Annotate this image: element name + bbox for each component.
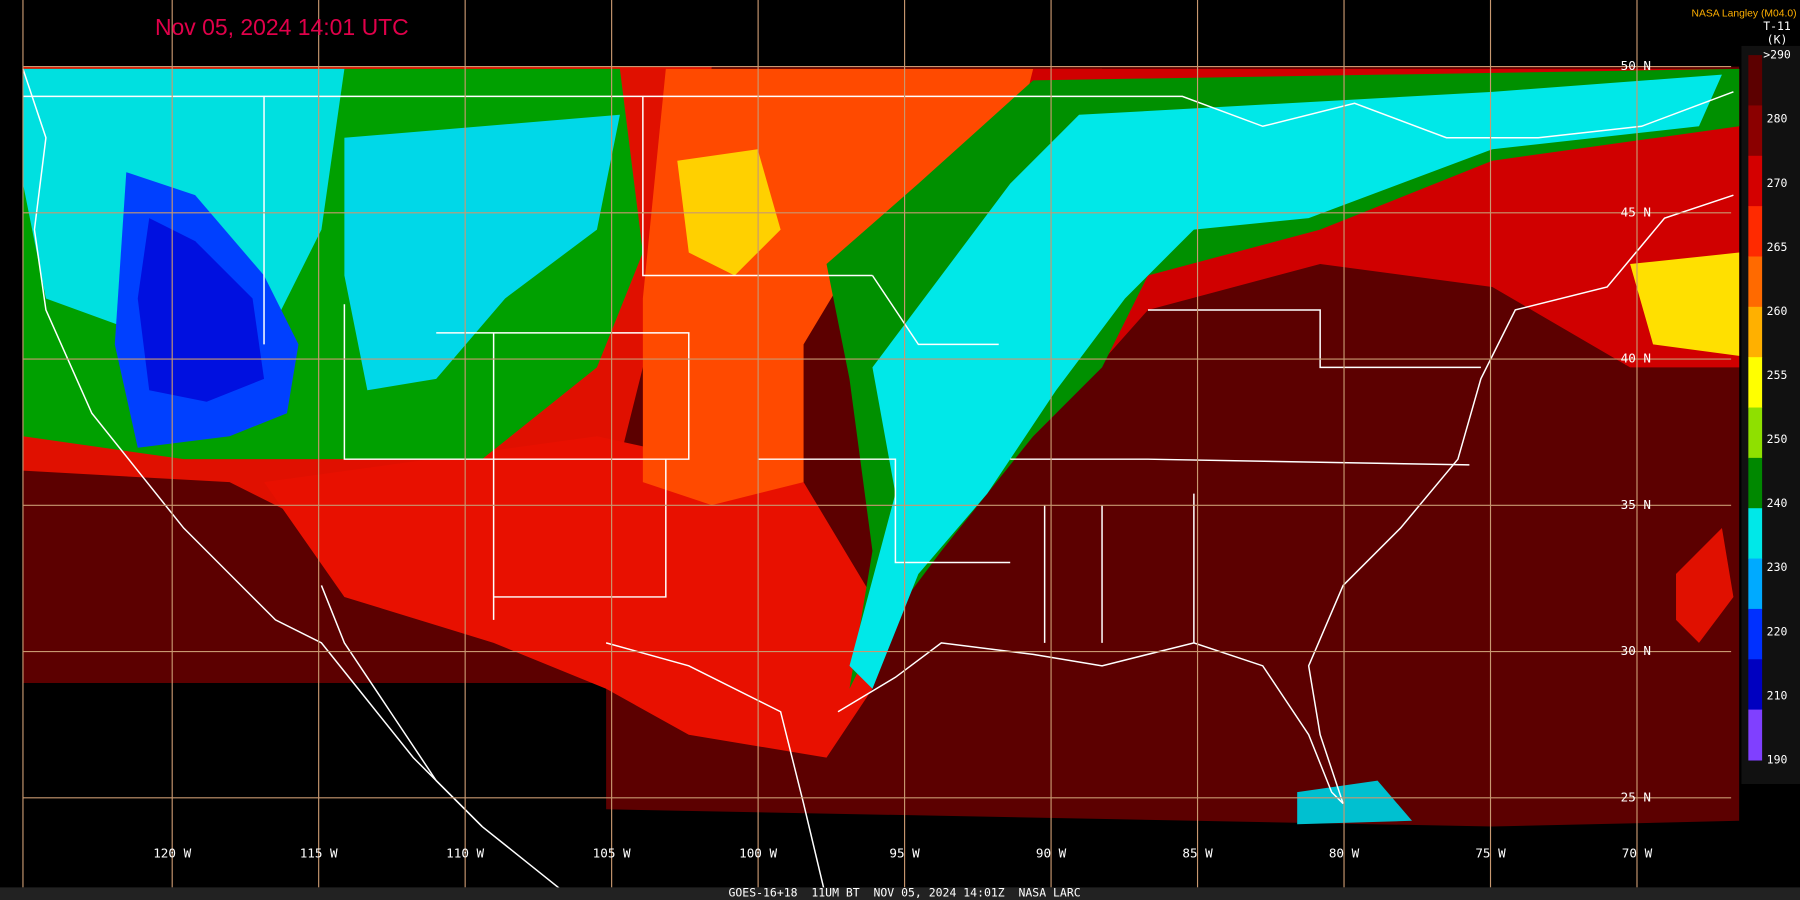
colorbar-segment bbox=[1748, 155, 1763, 207]
colorbar-segment bbox=[1748, 457, 1763, 509]
colorbar-label: 265 bbox=[1767, 240, 1788, 254]
footer-bar bbox=[0, 887, 1800, 900]
colorbar-segment bbox=[1748, 306, 1763, 358]
lat-label: 30 N bbox=[1621, 643, 1651, 658]
cyan-rockies bbox=[344, 114, 620, 391]
colorbar-segment bbox=[1748, 256, 1763, 308]
colorbar-label: >290 bbox=[1763, 48, 1791, 62]
producer: NASA Langley (M04.0) bbox=[1691, 9, 1796, 20]
colorbar-label: 280 bbox=[1767, 112, 1788, 126]
colorbar-segment bbox=[1748, 206, 1763, 258]
lon-label: 110 W bbox=[446, 846, 484, 861]
deepblue-nevada bbox=[137, 218, 265, 402]
lon-label: 100 W bbox=[739, 846, 777, 861]
footer: GOES-16+18 11UM BT NOV 05, 2024 14:01Z N… bbox=[729, 886, 1081, 900]
rio-grande bbox=[605, 642, 828, 900]
colorbar-segment bbox=[1748, 407, 1763, 459]
lat-label: 25 N bbox=[1621, 789, 1651, 804]
colorbar-label: 220 bbox=[1767, 624, 1788, 638]
lon-label: 75 W bbox=[1475, 846, 1506, 861]
colorbar-segment bbox=[1748, 659, 1763, 711]
colorbar-segment bbox=[1748, 508, 1763, 560]
legend-units: (K) bbox=[1767, 33, 1788, 47]
lon-label: 70 W bbox=[1622, 846, 1653, 861]
lat-label: 45 N bbox=[1621, 204, 1651, 219]
lat-label: 40 N bbox=[1621, 351, 1651, 366]
lat-label: 35 N bbox=[1621, 497, 1651, 512]
baja-coast bbox=[320, 585, 483, 828]
timestamp: Nov 05, 2024 14:01 UTC bbox=[155, 14, 409, 40]
colorbar-label: 250 bbox=[1767, 432, 1788, 446]
lon-label: 85 W bbox=[1182, 846, 1213, 861]
state-lines bbox=[263, 96, 1481, 643]
red-atlantic-cell bbox=[1676, 528, 1734, 643]
colorbar-label: 210 bbox=[1767, 688, 1788, 702]
cyan-front bbox=[849, 74, 1722, 689]
lat-label: 50 N bbox=[1621, 58, 1651, 73]
colorbar-segment bbox=[1748, 55, 1763, 107]
lon-label: 115 W bbox=[300, 846, 338, 861]
colorbar-segment bbox=[1748, 709, 1763, 761]
lon-label: 95 W bbox=[889, 846, 920, 861]
lat-lon-grid: 120 W 115 W 110 W 105 W 100 W 95 W 90 W 85 W 80 … bbox=[22, 0, 1732, 888]
colorbar-label: 190 bbox=[1767, 752, 1788, 766]
lon-label: 105 W bbox=[593, 846, 631, 861]
boundaries bbox=[22, 68, 1734, 900]
cyan-cuba bbox=[1297, 780, 1412, 825]
lon-label: 120 W bbox=[153, 846, 191, 861]
colorbar-label: 270 bbox=[1767, 176, 1788, 190]
colorbar-label: 240 bbox=[1767, 496, 1788, 510]
lon-label: 90 W bbox=[1036, 846, 1067, 861]
colorbar-segment bbox=[1748, 357, 1763, 409]
colorbar-segment bbox=[1748, 105, 1763, 157]
colorbar-label: 260 bbox=[1767, 304, 1788, 318]
yellow-atlantic bbox=[1630, 252, 1740, 356]
gulf-atlantic-coast bbox=[837, 194, 1734, 805]
colorbar-label: 230 bbox=[1767, 560, 1788, 574]
canada-border bbox=[22, 91, 1734, 139]
colorbar-segment bbox=[1748, 558, 1763, 610]
colorbar: >290 280 270 265 260 255 250 240 230 220 210 190 bbox=[1741, 45, 1800, 785]
colorbar-segment bbox=[1748, 608, 1763, 660]
lon-label: 80 W bbox=[1329, 846, 1360, 861]
colorbar-label: 255 bbox=[1767, 368, 1788, 382]
legend-title: T-11 bbox=[1763, 19, 1791, 33]
